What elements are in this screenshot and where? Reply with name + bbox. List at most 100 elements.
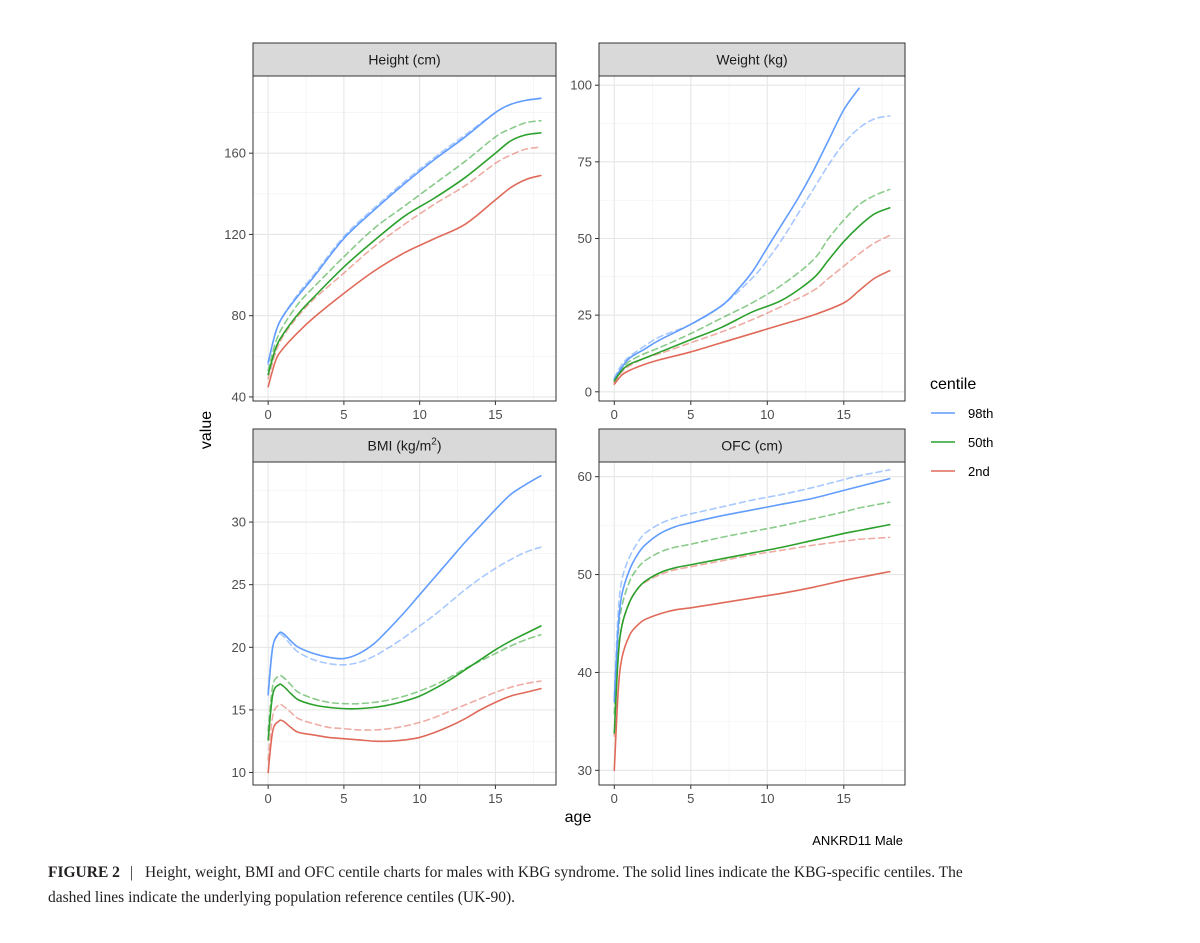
y-tick-label: 25 <box>578 308 592 323</box>
weight-50th-kbg-line <box>613 207 891 382</box>
x-tick-label: 15 <box>488 791 502 806</box>
panel-weight: Weight (kg) 0 5 10 15 0 25 50 75 100 <box>570 42 906 422</box>
y-tick-label: 50 <box>578 567 592 582</box>
height-2nd-kbg-line <box>267 174 542 388</box>
y-tick-label: 75 <box>578 154 592 169</box>
legend-item-2nd: 2nd <box>931 464 990 479</box>
x-tick-label: 0 <box>265 791 272 806</box>
ofc-98th-kbg-line <box>613 477 891 703</box>
ofc-grid <box>599 462 905 785</box>
strip-title-height: Height (cm) <box>368 52 440 68</box>
legend-label-98th: 98th <box>968 406 993 421</box>
y-tick-label: 60 <box>578 469 592 484</box>
plot-frame-ofc <box>598 461 906 786</box>
legend-title: centile <box>930 376 976 393</box>
bmi-series <box>267 474 542 774</box>
plot-frame-bmi <box>252 461 557 786</box>
x-tick-label: 10 <box>760 407 774 422</box>
panel-bmi: BMI (kg/m2) 0 5 10 15 10 15 20 25 30 <box>232 428 557 806</box>
strip-ofc <box>598 428 906 463</box>
weight-axes: 0 5 10 15 0 25 50 75 100 <box>570 78 851 422</box>
strip-title-weight: Weight (kg) <box>716 52 787 68</box>
y-tick-label: 120 <box>224 227 246 242</box>
y-tick-label: 15 <box>232 702 246 717</box>
weight-grid <box>599 76 905 401</box>
x-tick-label: 0 <box>611 407 618 422</box>
y-tick-label: 40 <box>232 389 246 404</box>
height-axes: 0 5 10 15 40 80 120 160 <box>224 146 502 422</box>
height-50th-uk-90-line <box>267 119 542 372</box>
bmi-grid <box>253 462 556 785</box>
figure-note: ANKRD11 Male <box>812 833 903 848</box>
y-tick-label: 10 <box>232 765 246 780</box>
legend-item-50th: 50th <box>931 435 993 450</box>
ofc-series <box>613 469 891 772</box>
height-grid <box>253 76 556 401</box>
x-tick-label: 15 <box>837 791 851 806</box>
y-tick-label: 80 <box>232 308 246 323</box>
ofc-2nd-uk-90-line <box>613 536 891 737</box>
x-tick-label: 5 <box>340 791 347 806</box>
bmi-title-main: BMI (kg/m <box>367 438 431 454</box>
caption-separator: | <box>130 864 133 881</box>
x-tick-label: 15 <box>837 407 851 422</box>
caption: FIGURE 2 | Height, weight, BMI and OFC cen… <box>48 864 963 906</box>
ofc-50th-uk-90-line <box>613 501 891 715</box>
strip-weight <box>598 42 906 77</box>
x-tick-label: 10 <box>760 791 774 806</box>
bmi-title-suffix: ) <box>437 438 442 454</box>
strip-title-bmi: BMI (kg/m2) <box>367 437 441 454</box>
panel-ofc: OFC (cm) 0 5 10 15 30 40 50 60 <box>578 428 906 806</box>
height-98th-kbg-line <box>267 97 542 364</box>
y-tick-label: 30 <box>578 763 592 778</box>
height-98th-uk-90-line <box>267 97 542 366</box>
bmi-98th-uk-90-line <box>267 546 542 692</box>
y-axis-title: value <box>198 411 215 449</box>
legend-label-2nd: 2nd <box>968 464 990 479</box>
y-tick-label: 40 <box>578 665 592 680</box>
bmi-50th-uk-90-line <box>267 633 542 732</box>
legend: centile 98th 50th 2nd <box>930 376 993 479</box>
strip-bmi <box>252 428 557 463</box>
height-2nd-uk-90-line <box>267 146 542 380</box>
x-tick-label: 0 <box>611 791 618 806</box>
weight-series <box>613 87 891 385</box>
weight-2nd-uk-90-line <box>613 234 891 384</box>
ofc-axes: 0 5 10 15 30 40 50 60 <box>578 469 852 806</box>
weight-98th-uk-90-line <box>613 115 891 379</box>
bmi-axes: 0 5 10 15 10 15 20 25 30 <box>232 515 503 806</box>
y-tick-label: 20 <box>232 640 246 655</box>
ofc-2nd-kbg-line <box>613 570 891 772</box>
y-tick-label: 160 <box>224 146 246 161</box>
bmi-50th-kbg-line <box>267 625 542 741</box>
y-tick-label: 50 <box>578 231 592 246</box>
ofc-50th-kbg-line <box>613 523 891 734</box>
bmi-title-sup: 2 <box>431 437 437 448</box>
bmi-98th-kbg-line <box>267 474 542 696</box>
x-axis-title: age <box>565 809 592 826</box>
plot-frame-height <box>252 75 557 402</box>
caption-line-1: FIGURE 2 | Height, weight, BMI and OFC cen… <box>48 864 963 881</box>
strip-height <box>252 42 557 77</box>
caption-label: FIGURE 2 <box>48 864 120 881</box>
panel-height: Height (cm) 0 5 10 15 40 80 120 160 <box>224 42 557 422</box>
weight-50th-uk-90-line <box>613 188 891 382</box>
x-tick-label: 5 <box>687 791 694 806</box>
x-tick-label: 5 <box>340 407 347 422</box>
strip-title-ofc: OFC (cm) <box>721 438 782 454</box>
x-tick-label: 15 <box>488 407 502 422</box>
x-tick-label: 10 <box>412 407 426 422</box>
y-tick-label: 0 <box>585 384 592 399</box>
ofc-98th-uk-90-line <box>613 469 891 698</box>
x-tick-label: 5 <box>687 407 694 422</box>
y-tick-label: 100 <box>570 78 592 93</box>
bmi-2nd-uk-90-line <box>267 680 542 761</box>
x-tick-label: 0 <box>265 407 272 422</box>
weight-98th-kbg-line <box>613 87 860 381</box>
y-tick-label: 30 <box>232 515 246 530</box>
bmi-2nd-kbg-line <box>267 687 542 774</box>
caption-text-1: Height, weight, BMI and OFC centile char… <box>145 864 963 881</box>
height-series <box>267 97 542 388</box>
weight-2nd-kbg-line <box>613 269 891 385</box>
